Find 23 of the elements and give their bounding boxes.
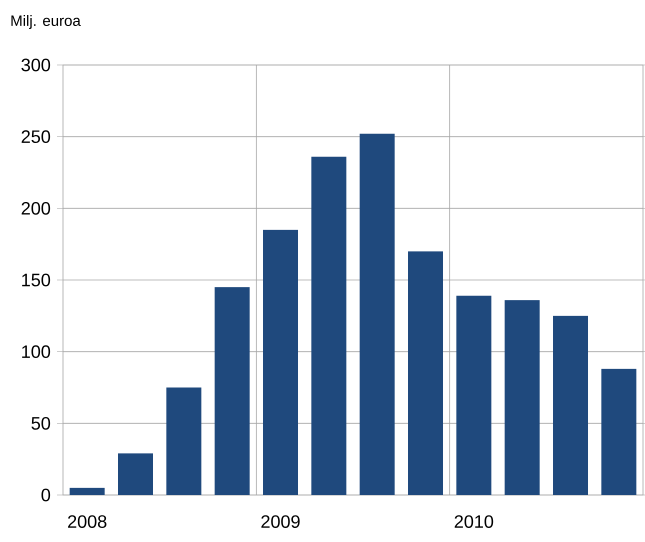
bar [166, 388, 202, 495]
bar [601, 368, 636, 495]
y-tick-label: 250 [22, 130, 50, 144]
bar [553, 316, 588, 495]
y-tick-label: 0 [41, 488, 50, 502]
y-tick-label: 300 [21, 58, 50, 72]
bar [311, 156, 346, 495]
x-tick-label: 2008 [68, 515, 106, 528]
x-tick-label: 2010 [454, 515, 494, 528]
x-tick-label: 2009 [261, 515, 300, 528]
bar [504, 300, 540, 495]
bar [70, 488, 105, 495]
bar [408, 251, 444, 495]
bar [214, 287, 250, 495]
bar [118, 453, 153, 495]
bar [360, 134, 395, 495]
y-tick-label: 100 [22, 345, 50, 358]
y-axis-title: Milj. euroa [11, 14, 81, 29]
y-tick-label: 50 [32, 416, 50, 430]
y-tick-label: 200 [22, 202, 50, 215]
bar [263, 230, 298, 495]
bar [456, 296, 492, 495]
y-tick-label: 150 [22, 274, 50, 286]
